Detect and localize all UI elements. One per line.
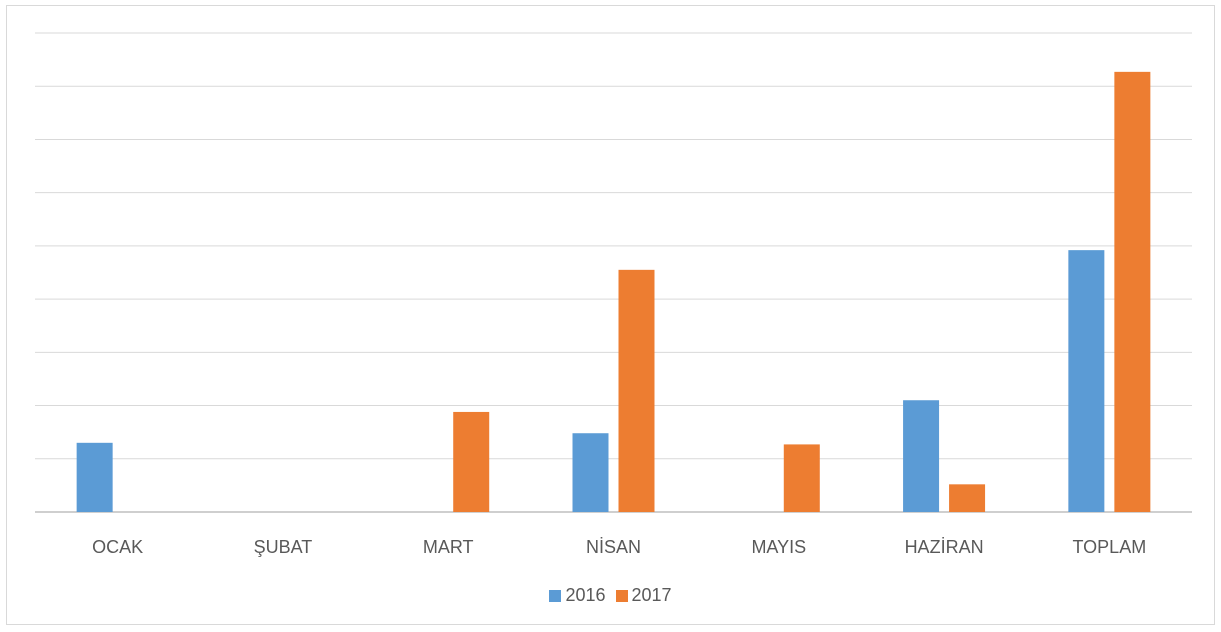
legend-swatch-2017 <box>615 589 628 602</box>
legend-label-2017: 2017 <box>631 585 672 605</box>
chart-frame <box>6 5 1215 625</box>
x-tick-label: TOPLAM <box>1073 537 1147 557</box>
bar-2017-hazi̇ran <box>949 484 986 512</box>
legend-item-2016: 2016 <box>549 585 606 606</box>
legend: 2016 2017 <box>0 585 1221 606</box>
legend-swatch-2016 <box>549 589 562 602</box>
x-tick-label: NİSAN <box>586 537 641 557</box>
x-tick-label: ŞUBAT <box>254 537 313 557</box>
x-tick-label: HAZİRAN <box>905 537 984 557</box>
bar-2017-mart <box>453 411 490 512</box>
bar-2016-hazi̇ran <box>903 400 940 512</box>
legend-label-2016: 2016 <box>565 585 606 605</box>
bar-2017-toplam <box>1114 71 1151 512</box>
x-tick-label: MART <box>423 537 474 557</box>
bar-2017-ni̇san <box>618 269 655 512</box>
bar-2016-toplam <box>1068 250 1105 512</box>
bar-2016-ni̇san <box>572 433 609 512</box>
bar-2016-ocak <box>76 442 113 512</box>
x-tick-label: MAYIS <box>751 537 806 557</box>
legend-item-2017: 2017 <box>615 585 672 606</box>
gridlines <box>35 32 1192 513</box>
bars <box>76 71 1151 512</box>
x-tick-label: OCAK <box>92 537 143 557</box>
category-labels: OCAK ŞUBAT MART NİSAN MAYIS HAZİRAN TOPLAM <box>92 537 1146 557</box>
bar-2017-mayis <box>783 444 820 512</box>
